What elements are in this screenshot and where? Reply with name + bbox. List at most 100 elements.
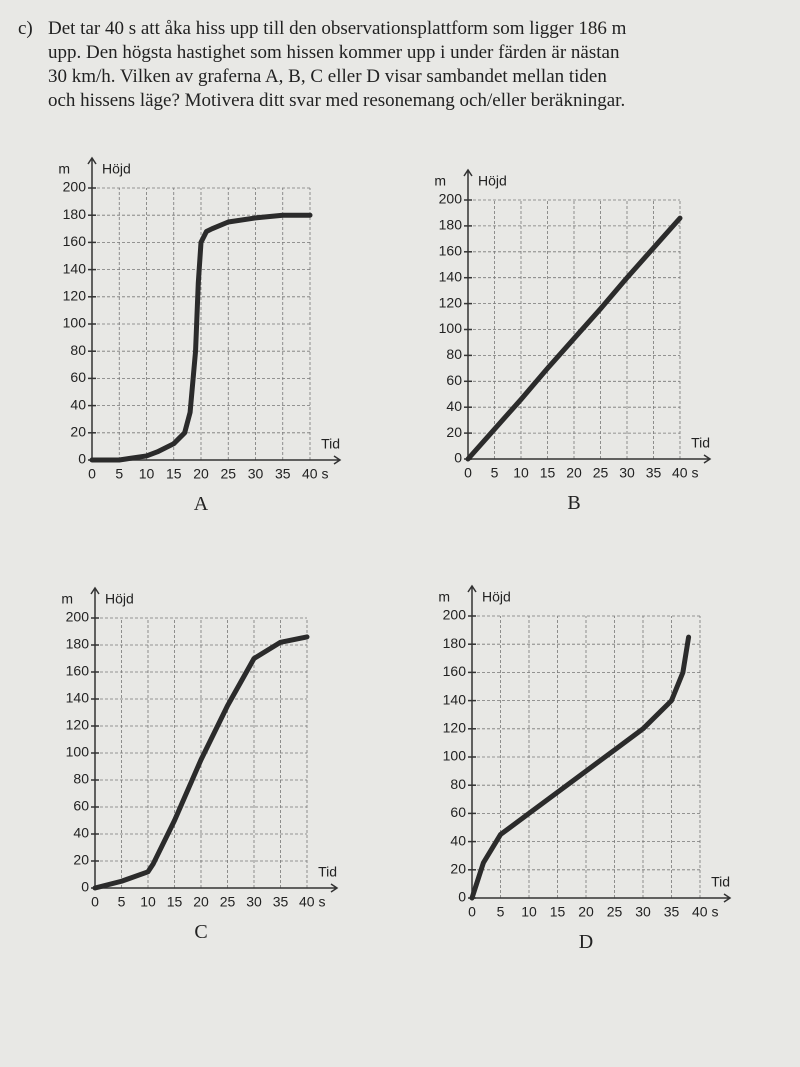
y-tick-label: 40 — [446, 398, 462, 414]
y-tick-label: 60 — [450, 804, 466, 820]
x-tick-label: 10 — [140, 894, 156, 910]
y-tick-label: 180 — [66, 636, 90, 652]
question-line: och hissens läge? Motivera ditt svar med… — [48, 90, 625, 111]
x-tick-label: 10 — [139, 466, 155, 482]
x-label: Tid — [691, 435, 710, 451]
x-tick-label: 25 — [607, 904, 623, 920]
x-tick-label: 25 — [593, 465, 609, 481]
y-tick-label: 20 — [450, 861, 466, 877]
x-tick-label: 20 — [578, 904, 594, 920]
x-tick-label: 0 — [468, 904, 476, 920]
y-tick-label: 120 — [66, 717, 90, 733]
line-series — [465, 215, 683, 462]
y-tick-label: 20 — [73, 852, 89, 868]
y-tick-label: 80 — [70, 342, 86, 358]
x-tick-label: 40 s — [672, 465, 698, 481]
line-series — [469, 634, 692, 901]
x-tick-label: 10 — [513, 465, 529, 481]
y-tick-label: 200 — [63, 179, 87, 195]
y-tick-label: 40 — [70, 396, 86, 412]
y-tick-label: 120 — [439, 294, 463, 310]
x-tick-label: 25 — [220, 894, 236, 910]
x-axis — [472, 893, 732, 903]
y-tick-label: 0 — [458, 889, 466, 905]
y-tick-label: 160 — [443, 663, 467, 679]
x-axis — [95, 883, 339, 893]
y-label: Höjd — [105, 591, 134, 607]
x-tick-label: 35 — [646, 465, 662, 481]
y-tick-label: 100 — [443, 748, 467, 764]
y-tick-label: 160 — [63, 233, 87, 249]
y-tick-label: 40 — [450, 832, 466, 848]
x-tick-label: 35 — [275, 466, 291, 482]
x-axis — [468, 454, 712, 464]
y-tick-label: 120 — [443, 720, 467, 736]
y-tick-label: 100 — [66, 744, 90, 760]
y-axis — [467, 584, 477, 900]
y-tick-label: 0 — [78, 451, 86, 467]
y-tick-label: 140 — [63, 260, 87, 276]
x-tick-label: 20 — [193, 894, 209, 910]
x-tick-label: 30 — [635, 904, 651, 920]
y-tick-label: 180 — [63, 206, 87, 222]
x-tick-label: 35 — [273, 894, 289, 910]
y-tick-label: 160 — [66, 663, 90, 679]
x-tick-label: 15 — [166, 466, 182, 482]
y-tick-label: 200 — [66, 609, 90, 625]
chart-title: D — [579, 931, 593, 953]
x-tick-label: 40 s — [302, 466, 328, 482]
y-tick-label: 60 — [70, 369, 86, 385]
question-label: c) — [18, 18, 33, 39]
chart-title: C — [194, 921, 207, 943]
y-tick-label: 80 — [450, 776, 466, 792]
x-tick-label: 30 — [248, 466, 264, 482]
y-tick-label: 180 — [443, 635, 467, 651]
x-tick-label: 15 — [167, 894, 183, 910]
y-tick-label: 0 — [81, 879, 89, 895]
y-tick-label: 100 — [439, 320, 463, 336]
line-series — [92, 634, 310, 891]
y-unit: m — [434, 173, 446, 189]
x-tick-label: 0 — [91, 894, 99, 910]
chart-title: A — [194, 493, 209, 515]
y-tick-label: 200 — [439, 191, 463, 207]
x-tick-label: 15 — [540, 465, 556, 481]
y-tick-label: 20 — [70, 424, 86, 440]
question-line: upp. Den högsta hastighet som hissen kom… — [48, 42, 620, 63]
x-tick-label: 35 — [664, 904, 680, 920]
y-unit: m — [58, 161, 70, 177]
x-label: Tid — [318, 864, 337, 880]
x-tick-label: 10 — [521, 904, 537, 920]
x-label: Tid — [321, 436, 340, 452]
x-tick-label: 5 — [491, 465, 499, 481]
question-line: Det tar 40 s att åka hiss upp till den o… — [48, 18, 627, 39]
y-unit: m — [438, 589, 450, 605]
y-tick-label: 140 — [66, 690, 90, 706]
x-tick-label: 25 — [220, 466, 236, 482]
x-label: Tid — [711, 874, 730, 890]
x-tick-label: 30 — [619, 465, 635, 481]
x-tick-label: 5 — [118, 894, 126, 910]
y-label: Höjd — [102, 161, 131, 177]
x-tick-label: 30 — [246, 894, 262, 910]
y-tick-label: 200 — [443, 607, 467, 623]
y-axis — [90, 586, 100, 890]
line-series — [89, 212, 313, 463]
x-tick-label: 40 s — [692, 904, 718, 920]
x-tick-label: 0 — [88, 466, 96, 482]
question-line: 30 km/h. Vilken av graferna A, B, C elle… — [48, 66, 607, 87]
x-tick-label: 40 s — [299, 894, 325, 910]
y-tick-label: 80 — [73, 771, 89, 787]
y-axis — [87, 156, 97, 462]
x-tick-label: 5 — [115, 466, 123, 482]
x-tick-label: 20 — [566, 465, 582, 481]
x-tick-label: 20 — [193, 466, 209, 482]
y-tick-label: 140 — [439, 268, 463, 284]
y-label: Höjd — [482, 589, 511, 605]
y-tick-label: 60 — [73, 798, 89, 814]
x-tick-label: 15 — [550, 904, 566, 920]
x-tick-label: 0 — [464, 465, 472, 481]
y-tick-label: 0 — [454, 450, 462, 466]
